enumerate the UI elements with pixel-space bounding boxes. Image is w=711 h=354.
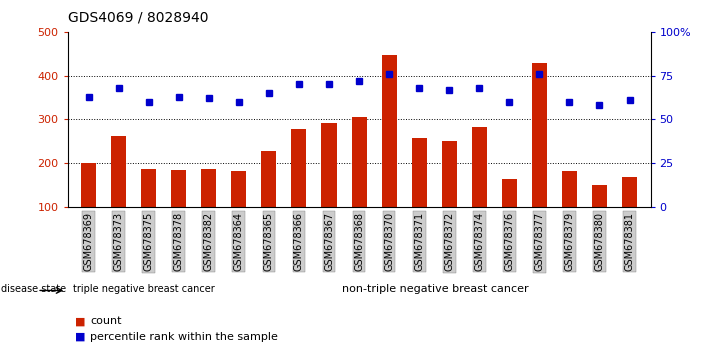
- Bar: [562, 171, 577, 251]
- Bar: [351, 117, 367, 251]
- Bar: [382, 55, 397, 251]
- Bar: [171, 170, 186, 251]
- Bar: [111, 136, 126, 251]
- Text: count: count: [90, 316, 122, 326]
- Bar: [292, 129, 306, 251]
- Text: percentile rank within the sample: percentile rank within the sample: [90, 332, 278, 342]
- Text: disease state: disease state: [1, 284, 66, 293]
- Bar: [592, 185, 607, 251]
- Bar: [442, 141, 456, 251]
- Bar: [201, 169, 216, 251]
- Bar: [141, 169, 156, 251]
- Bar: [502, 179, 517, 251]
- Text: triple negative breast cancer: triple negative breast cancer: [73, 284, 215, 293]
- Bar: [81, 163, 96, 251]
- Bar: [262, 151, 277, 251]
- Text: GDS4069 / 8028940: GDS4069 / 8028940: [68, 11, 208, 25]
- Bar: [622, 177, 637, 251]
- Bar: [412, 138, 427, 251]
- Bar: [532, 63, 547, 251]
- Bar: [472, 127, 487, 251]
- Text: non-triple negative breast cancer: non-triple negative breast cancer: [343, 284, 529, 293]
- Bar: [321, 123, 336, 251]
- Text: ■: ■: [75, 332, 85, 342]
- Bar: [231, 171, 246, 251]
- Text: ■: ■: [75, 316, 85, 326]
